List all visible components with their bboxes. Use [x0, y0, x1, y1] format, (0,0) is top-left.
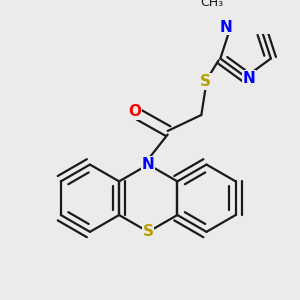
Text: O: O	[128, 104, 142, 119]
Text: S: S	[200, 74, 211, 89]
Text: N: N	[243, 71, 256, 86]
Text: CH₃: CH₃	[201, 0, 224, 9]
Text: N: N	[220, 20, 233, 34]
Text: N: N	[142, 157, 155, 172]
Text: S: S	[143, 224, 154, 239]
